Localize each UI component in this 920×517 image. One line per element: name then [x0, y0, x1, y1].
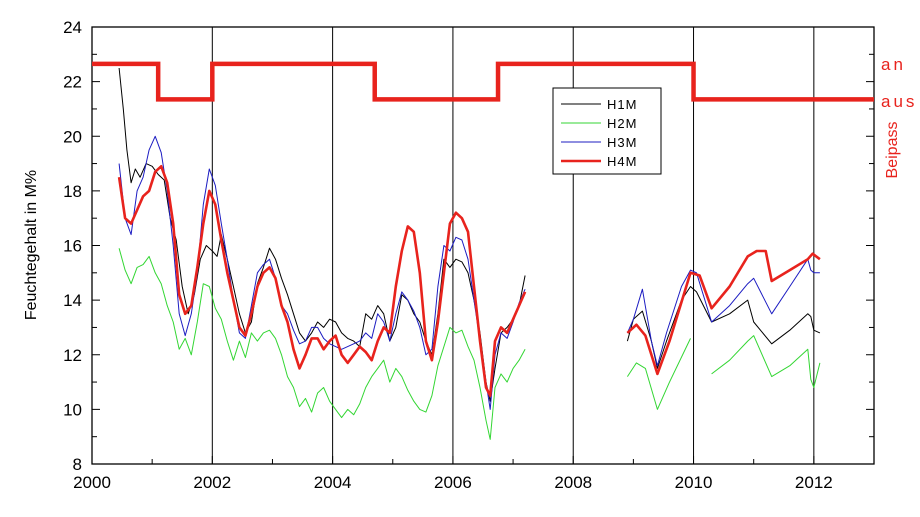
series-line-h4m	[626, 249, 821, 376]
x-tick-labels: 2000 2002 2004 2006 2008 2010 2012	[73, 473, 833, 492]
y-tick-label: 8	[73, 455, 82, 474]
legend-box	[552, 87, 662, 175]
series-h4m	[117, 165, 821, 397]
series-line-h1m	[118, 67, 526, 402]
x-tick-label: 2008	[554, 473, 592, 492]
y-tick-label: 24	[63, 18, 82, 37]
y-tick-label: 14	[63, 291, 82, 310]
y-tick-label: 12	[63, 346, 82, 365]
y-tick-label: 18	[63, 182, 82, 201]
x-tick-label: 2004	[314, 473, 352, 492]
series-line-h2m	[118, 248, 526, 440]
plot-area	[91, 26, 875, 465]
bypass-layer	[92, 61, 874, 102]
x-tick-label: 2006	[434, 473, 472, 492]
series-line-h4m	[117, 165, 527, 397]
legend-label-h3m: H3M	[607, 135, 637, 150]
x-tick-label: 2000	[73, 473, 111, 492]
series-line-h2m	[711, 335, 821, 388]
y-tick-label: 22	[63, 73, 82, 92]
y-tick-labels: 8 10 12 14 16 18 20 22 24	[63, 18, 82, 474]
legend-label-h1m: H1M	[607, 97, 637, 112]
series-layer	[117, 67, 821, 440]
bypass-step-line	[92, 61, 874, 102]
x-tick-label: 2012	[795, 473, 833, 492]
legend-label-h4m: H4M	[607, 154, 637, 169]
bypass-on-label: an	[881, 55, 906, 74]
legend-label-h2m: H2M	[607, 116, 637, 131]
x-tick-label: 2010	[675, 473, 713, 492]
legend-items: H1M H2M H3M H4M	[561, 97, 637, 169]
axis-ticks	[91, 26, 875, 465]
y-axis-title: Feuchtegehalt in M%	[23, 170, 40, 320]
legend: H1M H2M H3M H4M	[552, 87, 662, 175]
bypass-axis-title: Beipass	[884, 122, 901, 179]
y-tick-label: 16	[63, 237, 82, 256]
x-tick-label: 2002	[193, 473, 231, 492]
y-tick-label: 20	[63, 127, 82, 146]
series-line-h2m	[626, 338, 691, 410]
bypass-off-label: aus	[881, 92, 917, 111]
y-tick-label: 10	[63, 400, 82, 419]
series-h2m	[118, 248, 821, 440]
series-line-h3m	[118, 135, 526, 410]
